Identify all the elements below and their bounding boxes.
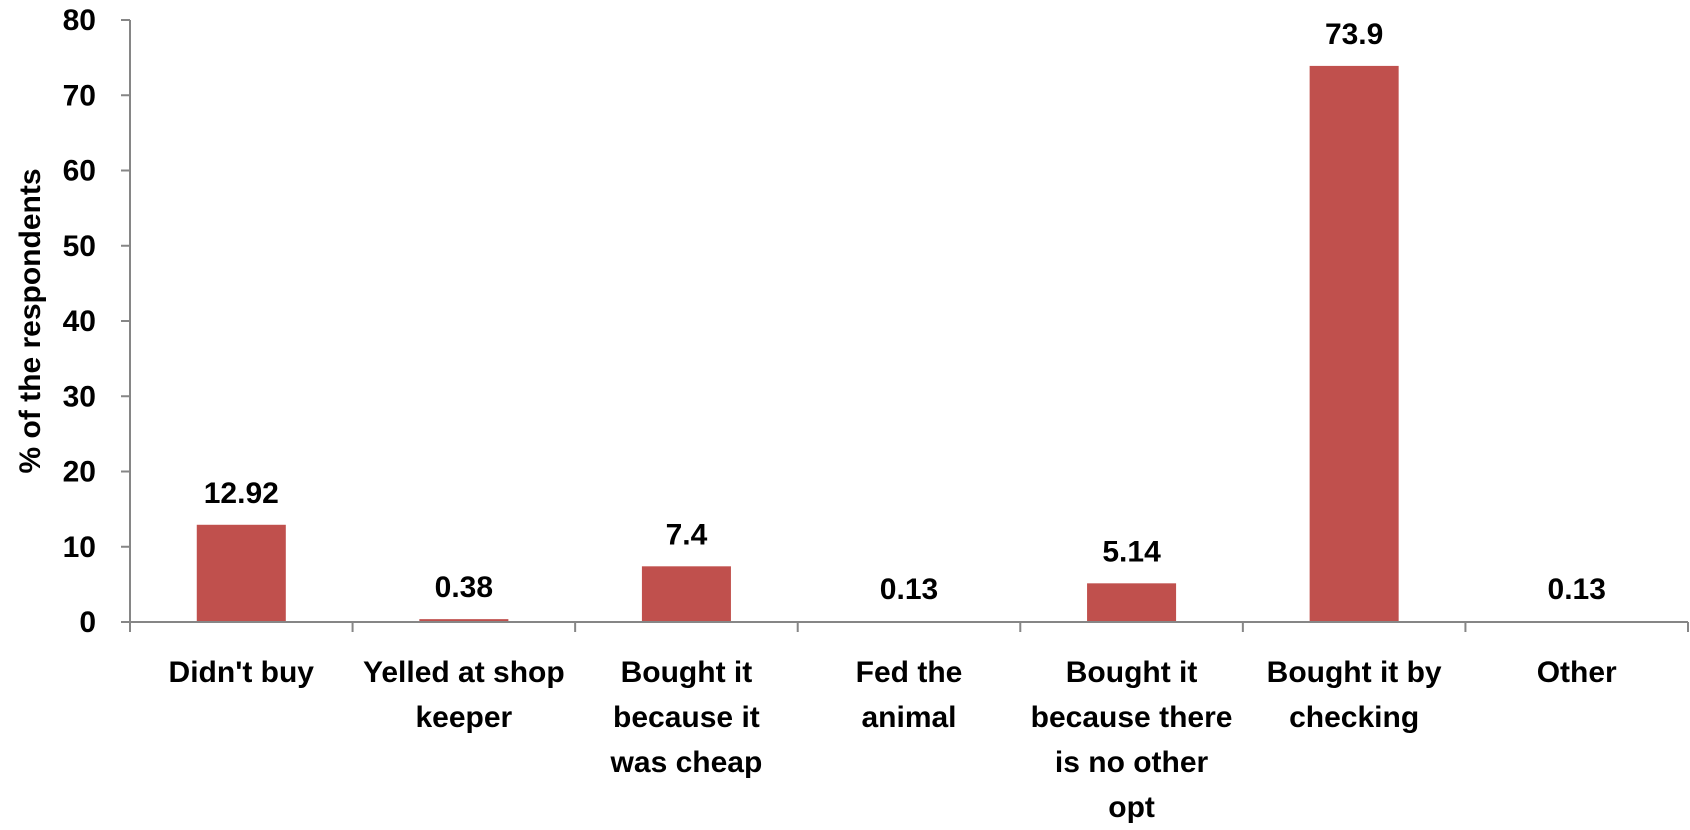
category-label-line: Bought it by [1267,656,1442,689]
bar-value-label: 0.13 [880,573,938,606]
category-label-line: because there [1031,701,1233,734]
y-tick-label: 80 [63,4,96,37]
bar-value-label: 0.38 [435,571,493,604]
y-tick-label: 30 [63,380,96,413]
category-label: Fed the animal [856,656,963,734]
category-label-line: opt [1108,791,1155,824]
y-tick-label: 40 [63,305,96,338]
data-labels: 12.92 0.38 7.4 0.13 5.14 73.9 0.13 [204,18,1606,606]
y-tick-label: 50 [63,230,96,263]
category-label-line: Yelled at shop [363,656,565,689]
category-label-line: Fed the [856,656,963,689]
bar [196,524,286,622]
y-tick-label: 70 [63,79,96,112]
category-label-line: Bought it [621,656,753,689]
y-tick-label: 60 [63,155,96,188]
bar [641,566,731,622]
y-tick-label: 0 [79,606,96,639]
bar-value-label: 73.9 [1325,18,1383,51]
category-label: Yelled at shop keeper [363,656,565,734]
category-label: Bought it because there is no other opt [1031,656,1233,824]
bar [419,619,509,622]
bar-value-label: 5.14 [1102,535,1161,568]
category-label-line: is no other [1055,746,1209,779]
bar-value-label: 7.4 [666,518,708,551]
category-label: Didn't buy [169,656,315,689]
y-tick-label: 10 [63,531,96,564]
bars [196,65,1622,623]
y-axis-ticks: 0 10 20 30 40 50 60 70 80 [63,4,1689,639]
category-labels: Didn't buy Yelled at shop keeper Bought it b… [169,656,1617,824]
bar-value-label: 0.13 [1548,573,1606,606]
y-tick-label: 20 [63,456,96,489]
category-label-line: Didn't buy [169,656,315,689]
bar [1087,583,1177,622]
bar-value-label: 12.92 [204,477,279,510]
category-label-line: Bought it [1066,656,1198,689]
category-label-line: was cheap [610,746,763,779]
category-label-line: checking [1289,701,1419,734]
y-axis-label: % of the respondents [14,168,47,473]
category-label: Other [1537,656,1617,689]
category-label-line: because it [613,701,760,734]
category-label-line: animal [861,701,956,734]
category-label-line: Other [1537,656,1617,689]
category-label: Bought it by checking [1267,656,1442,734]
bar [1309,65,1399,623]
category-label-line: keeper [415,701,512,734]
category-label: Bought it because it was cheap [610,656,763,779]
